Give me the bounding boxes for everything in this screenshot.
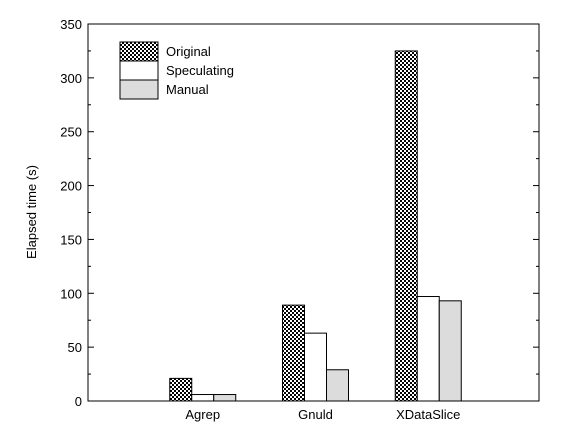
bar-speculating-xdataslice — [416, 296, 440, 402]
y-axis: 0 50 100 150 200 250 300 350 — [60, 17, 539, 409]
bar-speculating-agrep — [191, 394, 215, 402]
bar-original-gnuld — [282, 304, 305, 402]
bar-original-agrep — [169, 377, 193, 402]
bar-original-xdataslice — [394, 50, 418, 402]
x-tick-label: Gnuld — [298, 407, 333, 422]
legend-label-speculating: Speculating — [166, 63, 234, 78]
y-tick-label: 200 — [60, 179, 82, 194]
y-tick-label: 250 — [60, 125, 82, 140]
bar-manual-xdataslice — [438, 300, 462, 402]
legend-swatch-speculating — [119, 60, 159, 81]
y-axis-title: Elapsed time (s) — [24, 165, 39, 259]
y-tick-label: 300 — [60, 71, 82, 86]
legend: Original Speculating Manual — [119, 41, 234, 100]
legend-swatch-original — [119, 41, 159, 62]
y-tick-label: 150 — [60, 232, 82, 247]
x-axis: Agrep Gnuld XDataSlice — [185, 396, 460, 422]
bar-speculating-gnuld — [304, 332, 327, 402]
y-tick-label: 350 — [60, 17, 82, 32]
legend-label-original: Original — [166, 44, 211, 59]
y-tick-label: 0 — [75, 394, 82, 409]
legend-label-manual: Manual — [166, 82, 209, 97]
y-tick-label: 100 — [60, 286, 82, 301]
x-tick-label: XDataSlice — [396, 407, 460, 422]
bar-manual-agrep — [213, 394, 237, 402]
bar-group — [169, 50, 462, 402]
bar-manual-gnuld — [326, 369, 349, 402]
legend-swatch-manual — [119, 79, 159, 100]
x-tick-label: Agrep — [185, 407, 220, 422]
y-tick-label: 50 — [68, 340, 82, 355]
